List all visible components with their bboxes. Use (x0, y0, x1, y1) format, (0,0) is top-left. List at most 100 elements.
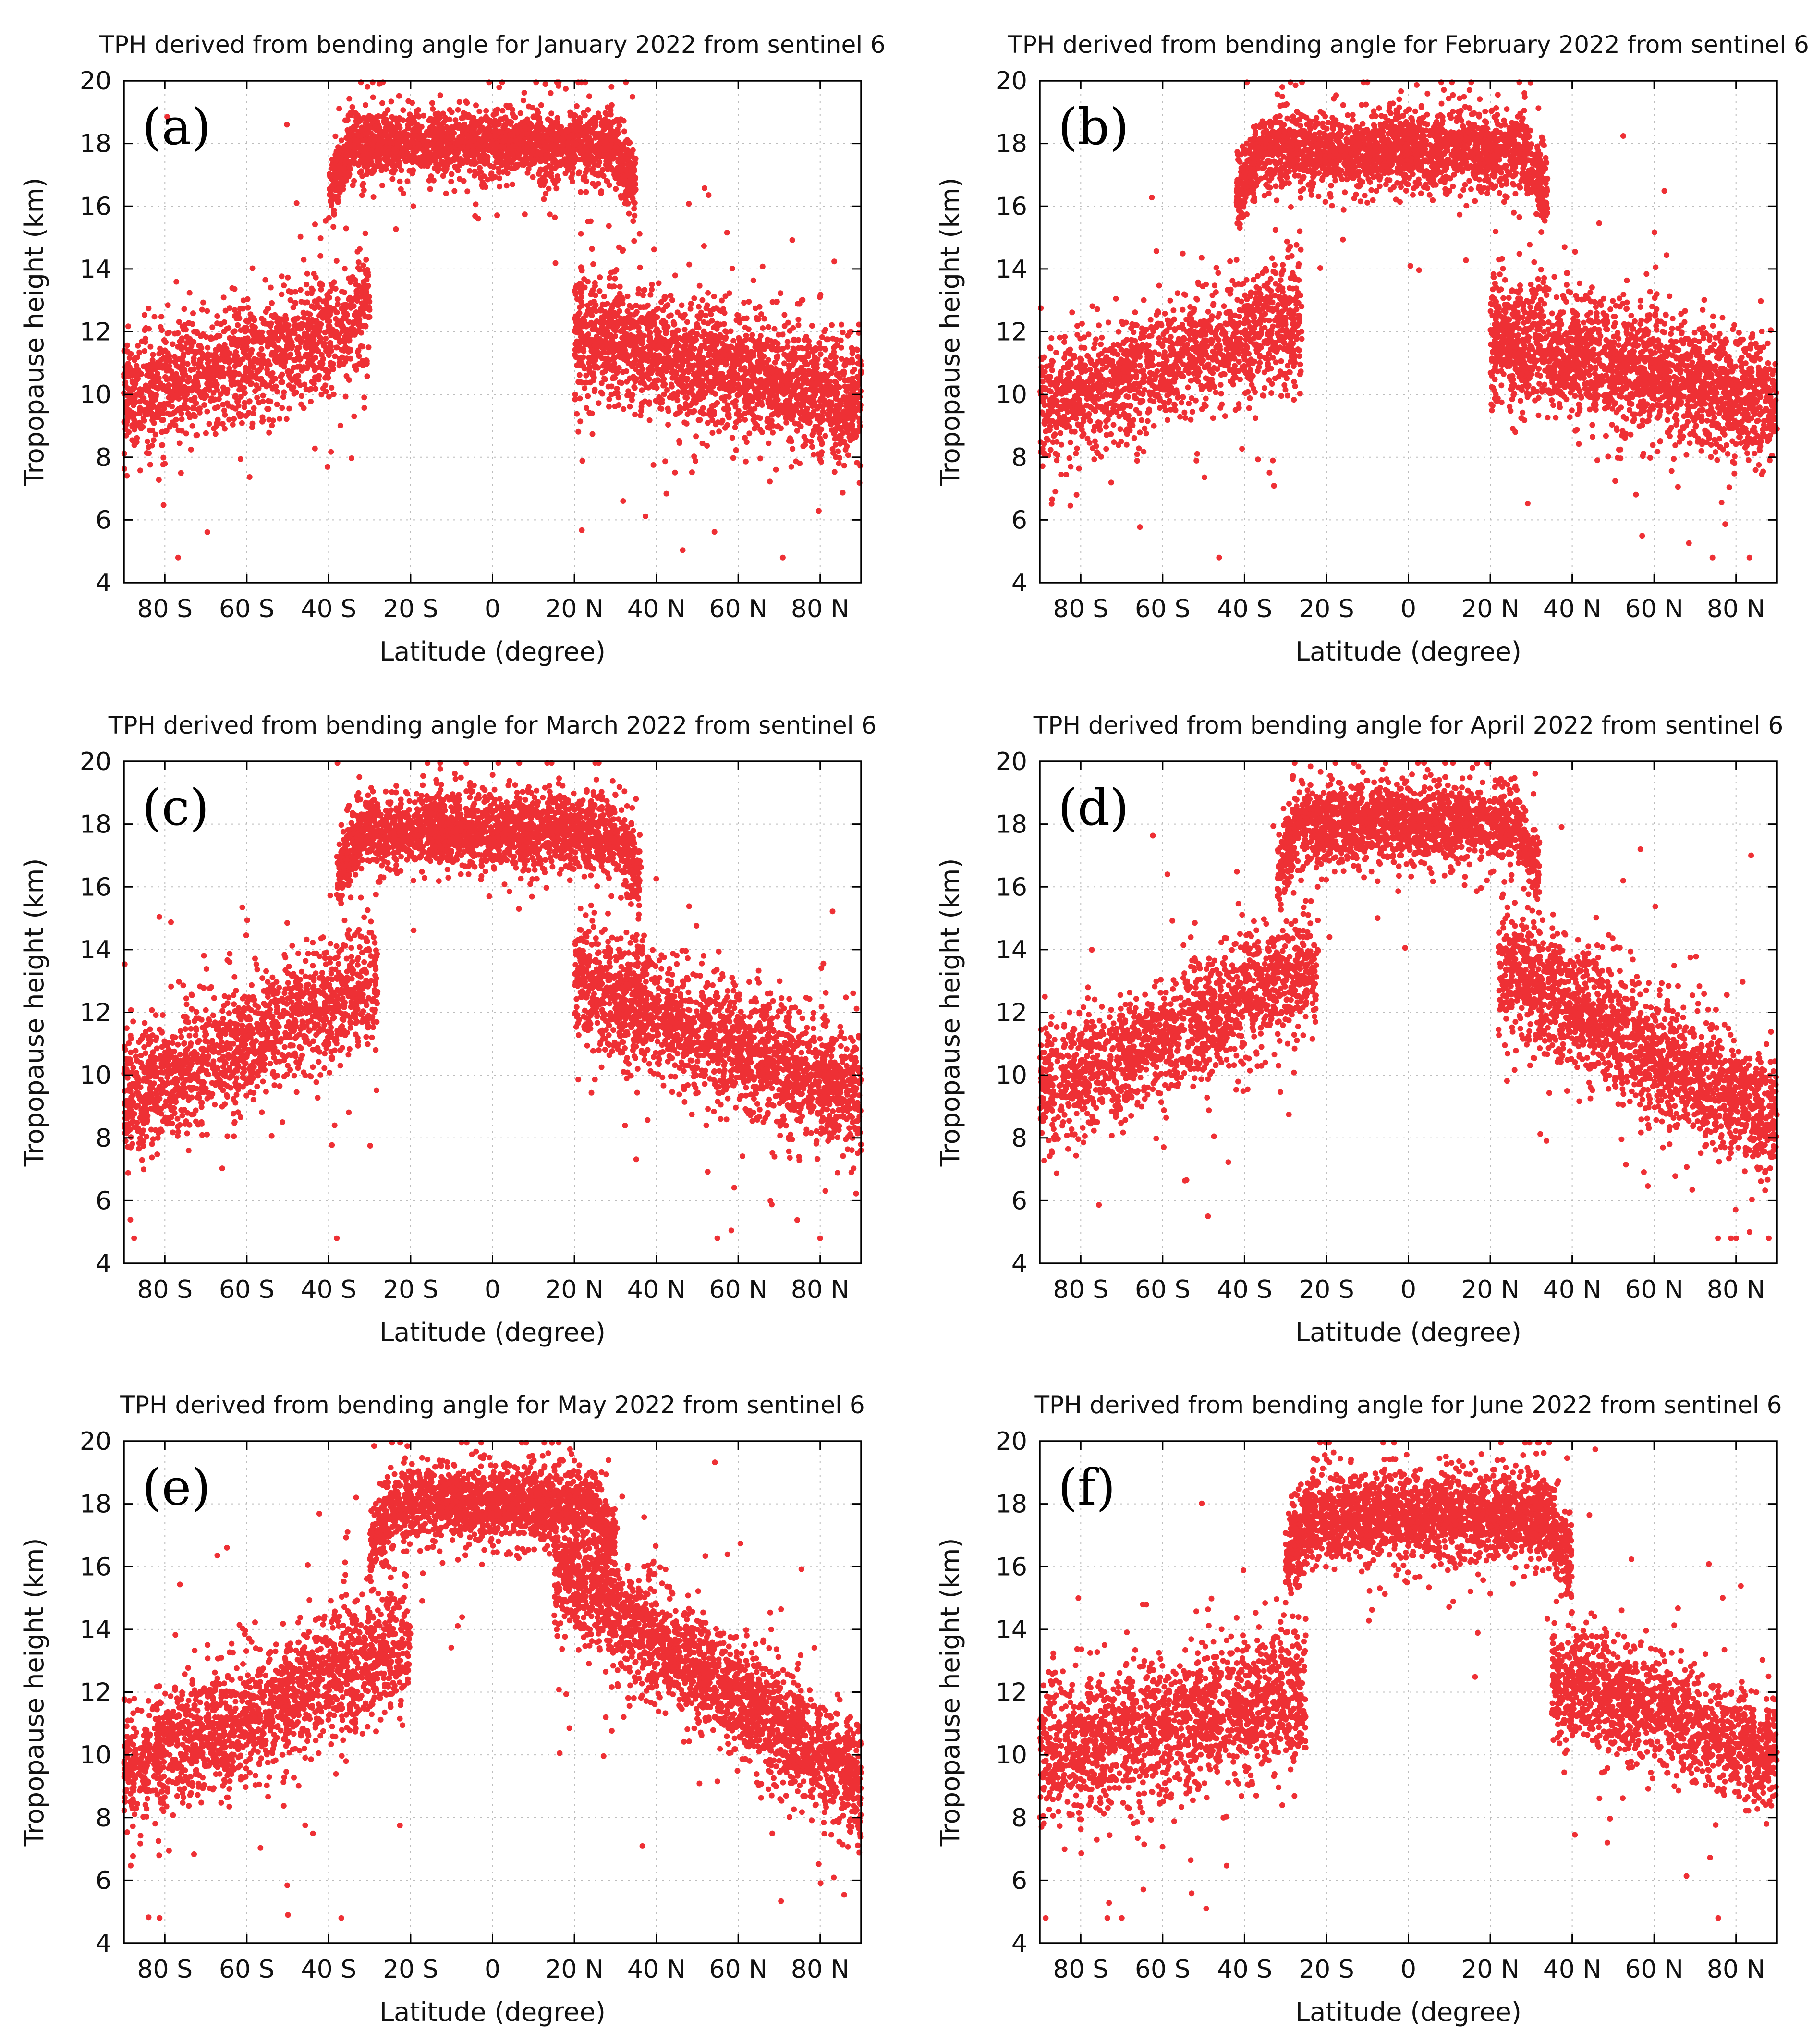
data-point (447, 117, 452, 122)
data-point (613, 186, 619, 192)
data-point (563, 129, 569, 135)
data-point (510, 143, 515, 149)
data-point (542, 167, 548, 172)
data-point (622, 174, 628, 180)
data-point (528, 157, 534, 162)
data-point (437, 141, 442, 147)
data-point (501, 144, 507, 150)
data-point (298, 234, 304, 240)
data-point (592, 171, 598, 177)
data-point (327, 171, 333, 177)
data-point (382, 111, 388, 117)
data-point (521, 98, 526, 103)
data-point (389, 125, 395, 131)
data-point (496, 85, 502, 90)
data-point (548, 125, 553, 131)
data-point (613, 144, 619, 150)
data-point (500, 138, 506, 144)
data-point (400, 149, 405, 155)
data-point (521, 140, 527, 146)
data-point (357, 117, 363, 123)
data-point (329, 187, 335, 193)
data-point (463, 98, 469, 104)
data-point (377, 152, 383, 158)
data-point (552, 215, 558, 220)
data-point (628, 169, 634, 175)
data-point (588, 127, 594, 133)
data-point (399, 167, 404, 173)
data-point (583, 189, 589, 195)
data-point (415, 141, 421, 147)
data-point (490, 141, 496, 147)
data-point (352, 146, 358, 151)
data-point (576, 169, 582, 175)
data-point (554, 139, 560, 145)
data-point (479, 124, 485, 130)
data-point (558, 124, 564, 130)
data-point (586, 93, 592, 99)
data-point (335, 199, 341, 205)
data-point (377, 164, 383, 170)
data-point (400, 117, 406, 123)
data-point (332, 134, 338, 139)
data-point (526, 104, 532, 110)
data-point (539, 156, 545, 162)
data-point (541, 196, 547, 202)
data-point (596, 110, 601, 116)
data-point (496, 166, 501, 171)
data-point (596, 140, 602, 146)
data-point (387, 140, 393, 146)
data-point (510, 111, 515, 117)
data-point (626, 162, 632, 168)
data-point (497, 184, 502, 189)
figure: TPH derived from bending angle for Janua… (0, 0, 1813, 2044)
data-point (274, 402, 280, 407)
data-point (362, 405, 367, 411)
data-point (342, 118, 348, 123)
data-point (371, 194, 377, 200)
data-point (570, 171, 575, 176)
data-point (230, 285, 235, 291)
data-point (443, 191, 449, 196)
data-point (543, 191, 548, 196)
data-point (372, 137, 377, 143)
data-point (600, 167, 606, 173)
data-point (341, 165, 347, 171)
data-point (390, 170, 396, 176)
chart-title: TPH derived from bending angle for Janua… (99, 31, 886, 59)
data-point (620, 153, 625, 159)
data-point (355, 131, 361, 137)
data-point (331, 212, 337, 218)
data-point (557, 162, 563, 168)
data-point (535, 110, 541, 116)
data-point (560, 143, 566, 148)
data-point (521, 156, 527, 162)
data-point (346, 159, 352, 165)
data-point (448, 159, 454, 165)
data-point (562, 171, 568, 176)
data-point (539, 126, 545, 132)
data-point (622, 147, 628, 153)
data-point (366, 130, 372, 136)
data-point (616, 119, 621, 125)
data-point (578, 189, 584, 195)
data-point (460, 135, 465, 141)
data-point (142, 312, 147, 318)
data-point (429, 100, 435, 106)
data-point (606, 159, 611, 165)
data-point (585, 107, 591, 113)
data-point (608, 112, 614, 118)
data-point (336, 150, 341, 156)
data-point (435, 146, 440, 151)
data-point (359, 173, 365, 179)
data-point (415, 107, 421, 113)
data-point (268, 285, 274, 291)
data-point (377, 125, 382, 131)
data-point (572, 112, 578, 118)
data-point (391, 117, 397, 122)
data-point (365, 373, 370, 379)
data-point (452, 117, 458, 123)
scatter-points (121, 79, 864, 561)
chart-panel-1: TPH derived from bending angle for Janua… (19, 31, 886, 667)
data-point (457, 99, 462, 105)
